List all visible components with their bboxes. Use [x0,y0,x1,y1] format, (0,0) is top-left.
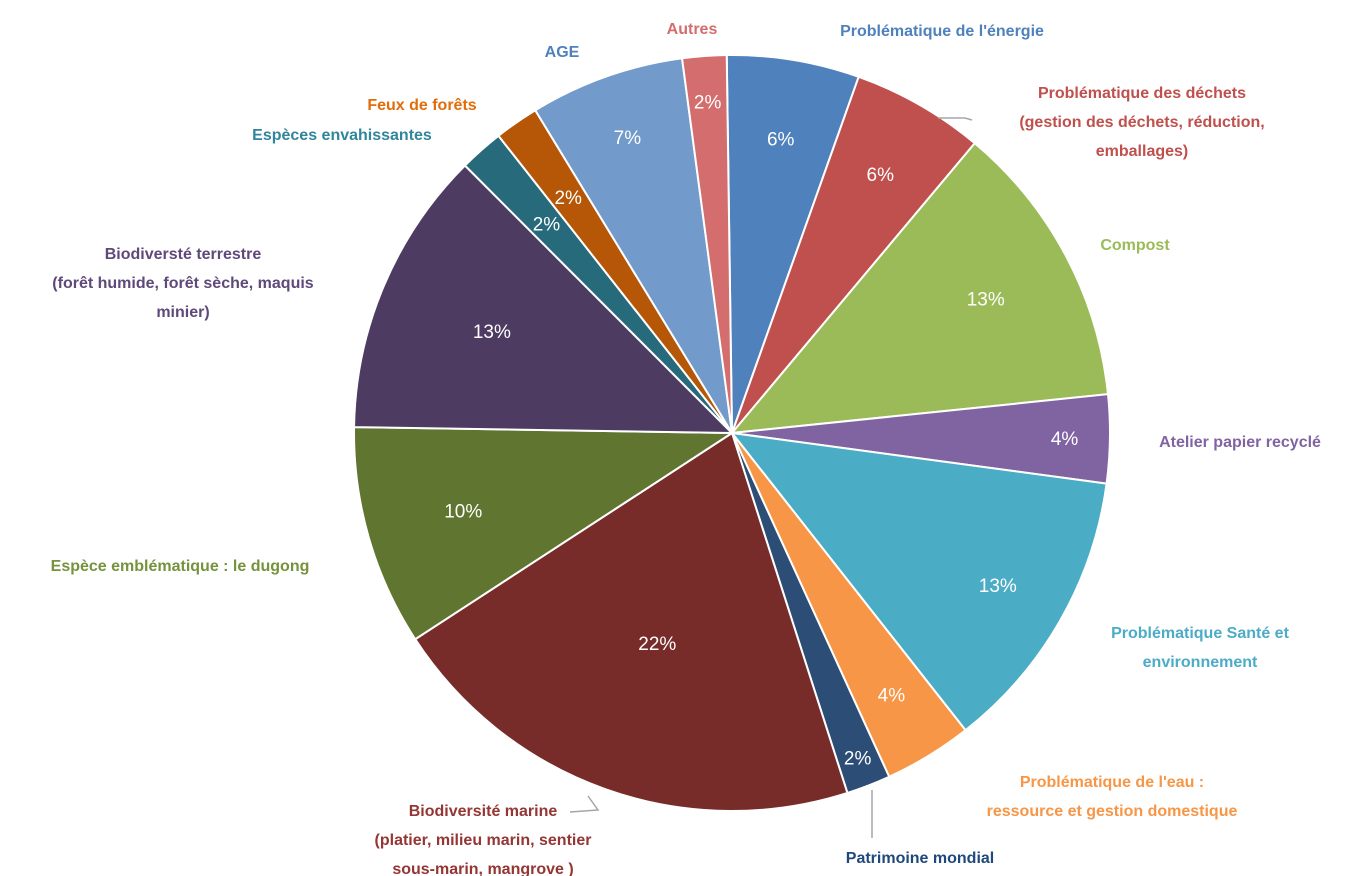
category-label-age-line-1: AGE [545,44,580,61]
data-label-problematique-de-l-energie: 6% [767,129,795,150]
category-label-autres-line-1: Autres [667,21,718,38]
category-label-feux-de-forets-line-1: Feux de forêts [367,97,476,114]
data-label-atelier-papier-recycle: 4% [1051,429,1079,450]
category-label-problematique-des-dechets-gestion-des-de-line-3: emballages) [1096,143,1188,160]
category-label-problematique-de-l-energie-line-1: Problématique de l'énergie [840,23,1044,40]
data-label-age: 7% [614,128,642,149]
category-label-atelier-papier-recycle-line-1: Atelier papier recyclé [1159,434,1321,451]
category-label-problematique-des-dechets-gestion-des-de-line-2: (gestion des déchets, réduction, [1019,114,1264,131]
category-label-problematique-des-dechets-gestion-des-de-line-1: Problématique des déchets [1038,85,1246,102]
data-label-problematique-de-l-eau-ressource-et-gest: 4% [878,685,906,706]
data-label-especes-envahissantes: 2% [533,215,561,236]
category-label-problematique-sante-et-environnement-line-1: Problématique Santé et [1111,625,1289,642]
category-label-biodiversite-marine-platier-milieu-marin-line-3: sous-marin, mangrove ) [392,861,573,876]
category-label-especes-envahissantes-line-1: Espèces envahissantes [252,127,432,144]
category-label-biodiversite-marine-platier-milieu-marin-line-1: Biodiversité marine [409,803,558,820]
category-label-biodiverste-terrestre-foret-humide-foret-line-1: Biodiversté terrestre [105,246,262,263]
category-label-biodiversite-marine-platier-milieu-marin-line-2: (platier, milieu marin, sentier [375,832,592,849]
data-label-problematique-des-dechets-gestion-des-de: 6% [867,165,895,186]
category-label-problematique-sante-et-environnement-line-2: environnement [1143,654,1258,671]
data-label-espece-emblematique-le-dugong: 10% [444,501,482,522]
data-label-biodiverste-terrestre-foret-humide-foret: 13% [473,322,511,343]
category-label-problematique-de-l-eau-ressource-et-gest-line-1: Problématique de l'eau : [1020,774,1204,791]
data-label-feux-de-forets: 2% [554,188,582,209]
category-label-espece-emblematique-le-dugong-line-1: Espèce emblématique : le dugong [51,558,310,575]
data-label-autres: 2% [694,92,722,113]
data-label-compost: 13% [967,289,1005,310]
category-label-biodiverste-terrestre-foret-humide-foret-line-3: minier) [156,304,209,321]
category-label-compost-line-1: Compost [1100,237,1170,254]
data-label-problematique-sante-et-environnement: 13% [979,576,1017,597]
data-label-biodiversite-marine-platier-milieu-marin: 22% [638,634,676,655]
category-label-patrimoine-mondial-line-1: Patrimoine mondial [846,850,994,867]
slices-layer [354,55,1110,811]
category-label-biodiverste-terrestre-foret-humide-foret-line-2: (forêt humide, forêt sèche, maquis [52,275,313,292]
leader-line-biodiversite-marine-platier-milieu-marin [570,796,598,812]
category-label-problematique-de-l-eau-ressource-et-gest-line-2: ressource et gestion domestique [987,803,1238,820]
data-label-patrimoine-mondial: 2% [844,748,872,769]
